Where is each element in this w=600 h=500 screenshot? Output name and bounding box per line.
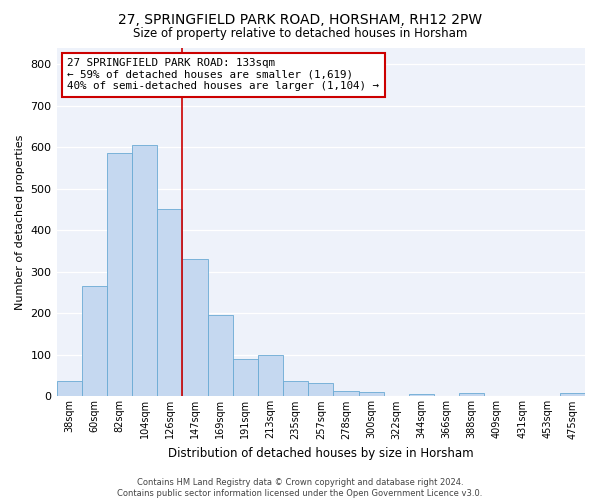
Y-axis label: Number of detached properties: Number of detached properties	[15, 134, 25, 310]
Bar	[459, 394, 484, 396]
Bar	[182, 260, 208, 396]
X-axis label: Distribution of detached houses by size in Horsham: Distribution of detached houses by size …	[168, 447, 473, 460]
Bar	[283, 380, 308, 396]
Bar	[308, 383, 334, 396]
Bar	[157, 210, 182, 396]
Bar	[107, 154, 132, 396]
Bar	[208, 314, 233, 396]
Bar	[233, 359, 258, 397]
Text: 27 SPRINGFIELD PARK ROAD: 133sqm
← 59% of detached houses are smaller (1,619)
40: 27 SPRINGFIELD PARK ROAD: 133sqm ← 59% o…	[67, 58, 379, 91]
Text: 27, SPRINGFIELD PARK ROAD, HORSHAM, RH12 2PW: 27, SPRINGFIELD PARK ROAD, HORSHAM, RH12…	[118, 12, 482, 26]
Text: Contains HM Land Registry data © Crown copyright and database right 2024.
Contai: Contains HM Land Registry data © Crown c…	[118, 478, 482, 498]
Bar	[82, 286, 107, 397]
Bar	[560, 394, 585, 396]
Bar	[56, 381, 82, 396]
Bar	[359, 392, 383, 396]
Text: Size of property relative to detached houses in Horsham: Size of property relative to detached ho…	[133, 28, 467, 40]
Bar	[334, 390, 359, 396]
Bar	[258, 355, 283, 397]
Bar	[409, 394, 434, 396]
Bar	[132, 145, 157, 397]
